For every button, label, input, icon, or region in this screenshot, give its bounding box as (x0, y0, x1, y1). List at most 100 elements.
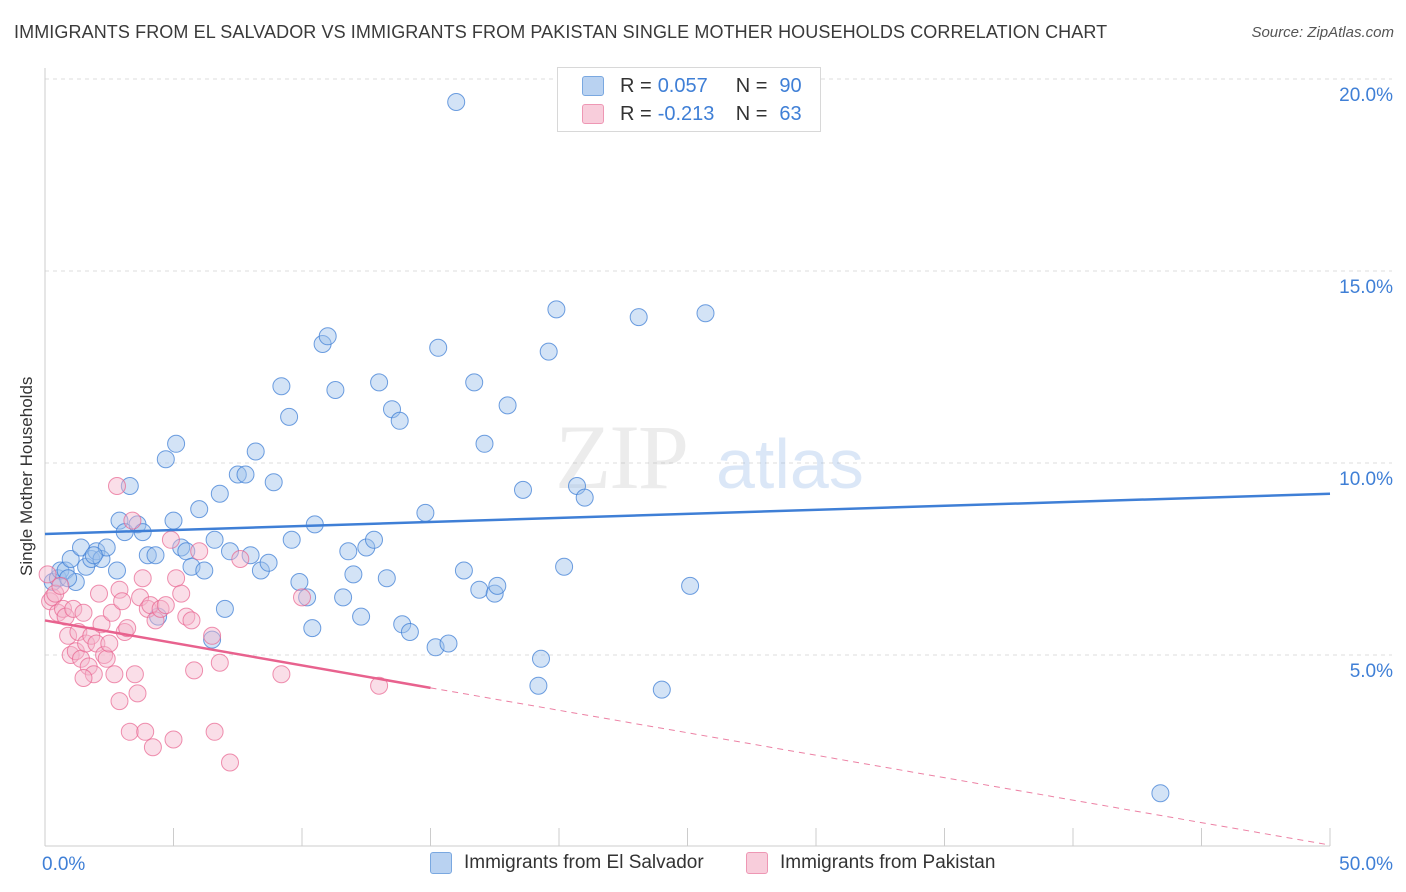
point-pakistan (231, 550, 250, 568)
point-pakistan (97, 649, 116, 668)
point-pakistan (74, 603, 93, 622)
point-pakistan (108, 477, 126, 495)
point-el-salvador (259, 553, 278, 572)
point-el-salvador (290, 573, 309, 591)
point-el-salvador (370, 373, 389, 392)
point-el-salvador (59, 569, 78, 588)
point-pakistan (105, 665, 124, 684)
bottom-legend: Immigrants from El Salvador Immigrants f… (0, 852, 1406, 876)
point-pakistan (182, 611, 201, 630)
legend-r-value: -0.213 (657, 102, 715, 125)
point-pakistan (128, 684, 147, 703)
legend-r-label: R = (620, 102, 652, 125)
point-pakistan (64, 599, 83, 618)
point-pakistan (118, 619, 137, 638)
y-tick-label: 10.0% (1339, 469, 1393, 490)
point-el-salvador (298, 588, 317, 607)
point-pakistan (161, 530, 180, 549)
point-el-salvador (681, 576, 700, 595)
point-pakistan (221, 753, 239, 772)
point-pakistan (370, 676, 389, 695)
point-el-salvador (195, 561, 214, 580)
point-pakistan (172, 584, 191, 603)
point-pakistan (110, 580, 129, 599)
y-tick-label: 15.0% (1339, 277, 1393, 298)
point-el-salvador (190, 500, 209, 519)
point-el-salvador (280, 407, 299, 426)
axes (44, 68, 1331, 847)
point-el-salvador (575, 488, 594, 507)
point-el-salvador (454, 561, 473, 580)
point-el-salvador (318, 327, 337, 346)
point-el-salvador (272, 377, 291, 396)
point-el-salvador (164, 511, 183, 530)
point-el-salvador (228, 465, 247, 484)
point-el-salvador (439, 634, 458, 653)
legend-row-pink: R = -0.213 N = 63 (582, 102, 802, 126)
y-tick-label: 20.0% (1339, 85, 1393, 106)
trend-line-el-salvador (44, 492, 1331, 536)
point-el-salvador (539, 342, 558, 361)
bottom-legend-swatch-blue (430, 852, 452, 874)
trend-line-pakistan-extension (430, 687, 1331, 846)
point-pakistan (185, 661, 204, 680)
x-tick-label: 50.0% (1339, 854, 1393, 875)
series-pakistan (38, 477, 389, 772)
point-pakistan (167, 569, 186, 588)
legend-n-label: N = (735, 102, 768, 125)
point-el-salvador (488, 576, 507, 595)
point-pakistan (205, 722, 224, 741)
point-pakistan (203, 626, 222, 645)
point-el-salvador (357, 538, 376, 557)
legend-n-label: N = (735, 74, 768, 97)
gridlines (45, 78, 1392, 656)
point-pakistan (156, 596, 175, 615)
point-el-salvador (629, 308, 648, 327)
trend-lines (44, 492, 1331, 846)
bottom-legend-pakistan: Immigrants from Pakistan (746, 852, 995, 874)
point-el-salvador (251, 561, 270, 580)
point-pakistan (84, 665, 103, 684)
watermark-zip: ZIP (555, 406, 687, 508)
point-pakistan (100, 634, 119, 653)
point-el-salvador (555, 557, 574, 576)
point-el-salvador (465, 373, 484, 392)
point-el-salvador (339, 542, 358, 561)
point-el-salvador (532, 649, 550, 668)
tick-labels: 5.0% 10.0% 15.0% 20.0% 0.0% 50.0% (42, 85, 1393, 875)
bottom-legend-label: Immigrants from Pakistan (780, 852, 996, 873)
point-pakistan (51, 576, 70, 595)
point-el-salvador (470, 580, 489, 599)
y-axis-label: Single Mother Households (17, 376, 36, 576)
point-el-salvador (167, 434, 186, 453)
point-el-salvador (210, 484, 229, 503)
point-el-salvador (475, 434, 494, 453)
point-pakistan (293, 588, 311, 607)
point-pakistan (146, 611, 165, 630)
point-el-salvador (221, 542, 239, 561)
point-el-salvador (400, 623, 419, 641)
bottom-legend-label: Immigrants from El Salvador (464, 852, 704, 873)
point-pakistan (74, 669, 93, 687)
point-pakistan (190, 542, 209, 561)
point-el-salvador (282, 530, 301, 549)
point-el-salvador (108, 561, 126, 580)
point-el-salvador (146, 546, 165, 565)
point-el-salvador (236, 465, 255, 484)
point-pakistan (59, 626, 78, 645)
bottom-legend-el-salvador: Immigrants from El Salvador (430, 852, 704, 874)
legend: R = 0.057 N = 90 R = -0.213 N = 63 (557, 67, 821, 132)
point-el-salvador (352, 607, 371, 626)
point-pakistan (143, 738, 162, 757)
trend-line-pakistan (44, 619, 431, 690)
point-pakistan (272, 665, 291, 684)
point-el-salvador (303, 619, 322, 638)
watermark-atlas: atlas (716, 425, 864, 503)
legend-swatch-blue (582, 76, 604, 96)
legend-row-blue: R = 0.057 N = 90 (582, 74, 802, 98)
bottom-legend-swatch-pink (746, 852, 768, 874)
y-tick-label: 5.0% (1350, 661, 1393, 682)
chart-title: IMMIGRANTS FROM EL SALVADOR VS IMMIGRANT… (14, 22, 1108, 42)
legend-n-value: 90 (779, 74, 802, 97)
point-el-salvador (696, 304, 715, 323)
